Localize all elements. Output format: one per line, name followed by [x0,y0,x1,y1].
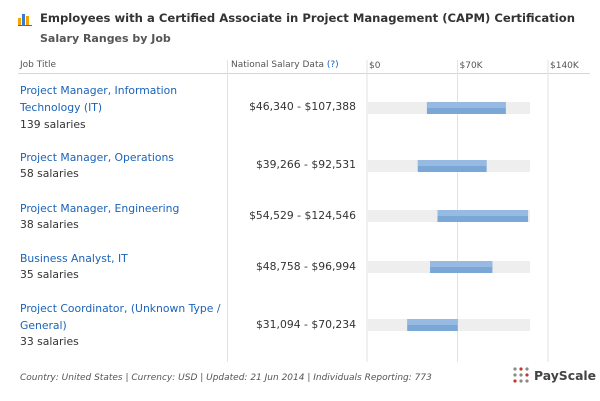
salary-range-bar-highlight [407,319,458,325]
brand-name: PayScale [534,368,597,383]
salary-count: 139 salaries [20,118,86,131]
payscale-dots-icon [513,367,529,383]
footer-info: Country: United States | Currency: USD |… [20,373,432,383]
job-link-business-analyst-it[interactable]: Business Analyst, IT [20,252,128,265]
salary-range-bar-highlight [426,102,506,108]
x-tick-label: $0 [369,61,381,71]
salary-range-bar-highlight [417,160,487,166]
chart-header: Employees with a Certified Associate in … [18,10,588,54]
salary-range: $31,094 - $70,234 [255,318,356,331]
salary-range: $39,266 - $92,531 [255,158,356,171]
salary-count: 58 salaries [20,167,79,180]
x-tick-label: $140K [550,61,580,71]
salary-count: 33 salaries [20,335,79,348]
bar-chart-icon [18,14,32,26]
salary-range: $46,340 - $107,388 [249,100,356,113]
job-link-project-coordinator[interactable]: Project Coordinator, (Unknown Type / Gen… [20,302,221,332]
payscale-logo[interactable]: PayScale [512,363,596,389]
salary-range-bar-highlight [430,261,493,267]
job-link-pm-operations[interactable]: Project Manager, Operations [20,151,174,164]
salary-count: 35 salaries [20,268,79,281]
chart-title: Employees with a Certified Associate in … [40,11,575,25]
column-header-salary-label: National Salary Data [231,60,324,70]
salary-range: $48,758 - $96,994 [255,260,356,273]
chart-subtitle: Salary Ranges by Job [40,32,171,45]
header-divider [18,73,590,74]
salary-count: 38 salaries [20,218,79,231]
column-header-job-title: Job Title [20,60,57,70]
column-header-salary: National Salary Data (?) [231,60,339,70]
x-tick-label: $70K [460,61,484,71]
help-link[interactable]: (?) [326,60,339,70]
salary-range: $54,529 - $124,546 [249,209,356,222]
job-link-pm-engineering[interactable]: Project Manager, Engineering [20,202,180,215]
salary-range-bar-highlight [437,210,529,216]
column-divider [227,60,228,362]
job-link-pm-it[interactable]: Project Manager, Information Technology … [20,84,178,114]
